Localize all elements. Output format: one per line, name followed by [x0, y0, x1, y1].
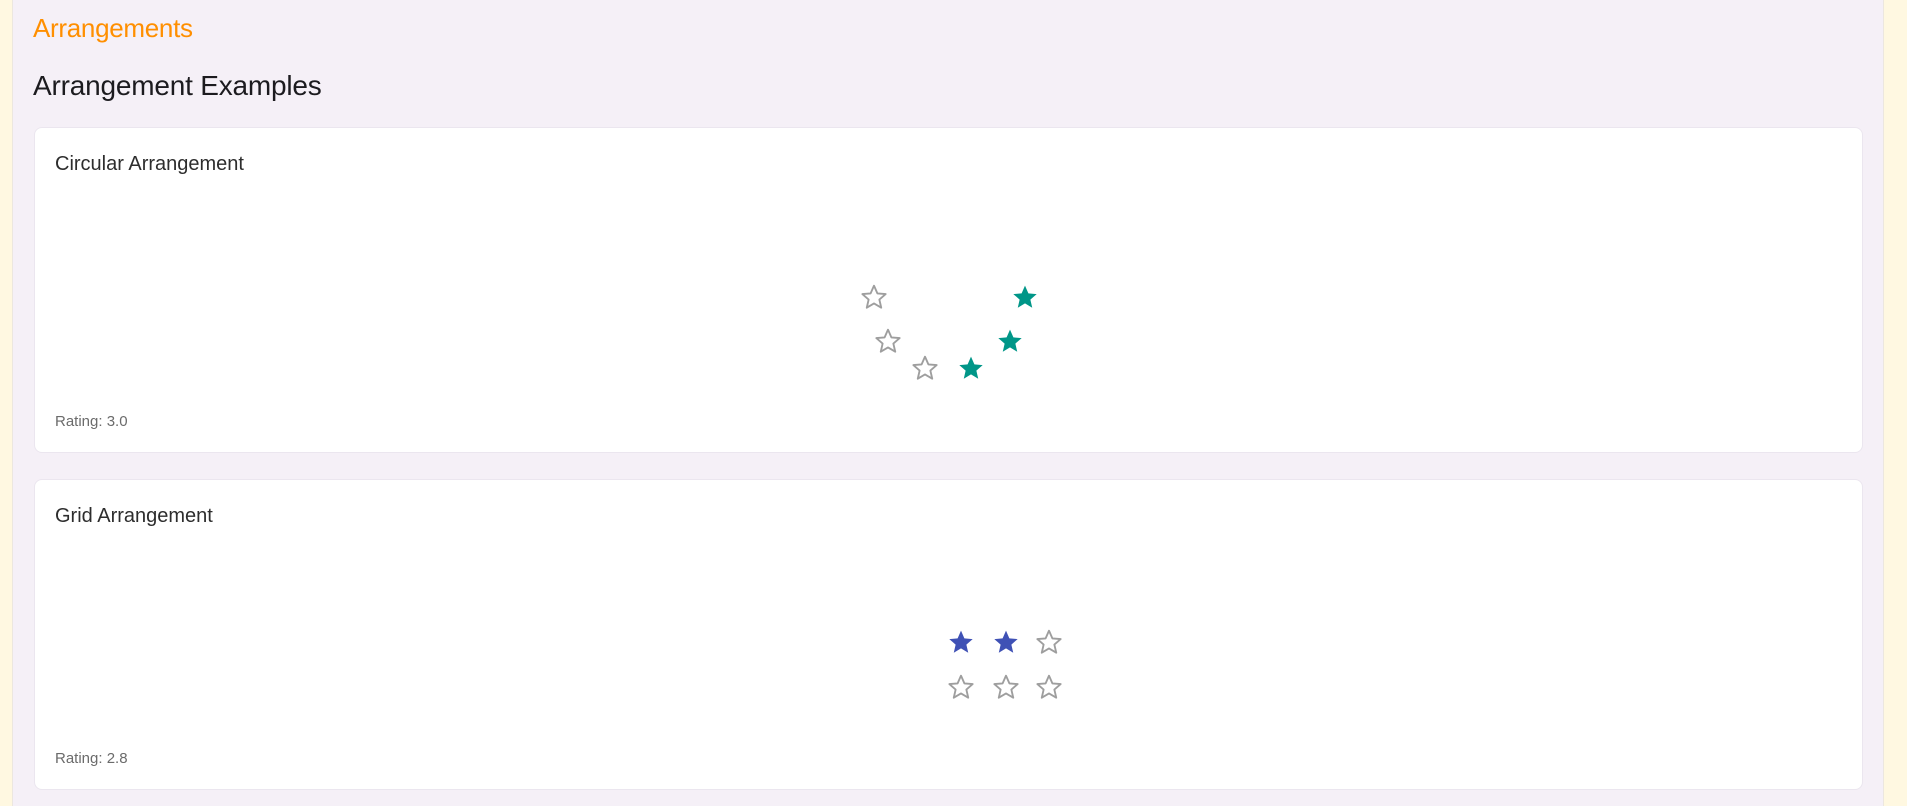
star-outline-icon[interactable]: [992, 673, 1020, 701]
star-filled-icon[interactable]: [996, 327, 1024, 355]
star-outline-icon[interactable]: [874, 327, 902, 355]
star-outline-icon[interactable]: [1035, 673, 1063, 701]
card-title: Grid Arrangement: [55, 505, 213, 527]
star-outline-icon[interactable]: [911, 354, 939, 382]
star-filled-icon[interactable]: [947, 628, 975, 656]
star-filled-icon[interactable]: [957, 354, 985, 382]
star-filled-icon[interactable]: [992, 628, 1020, 656]
rating-readout: Rating: 3.0: [55, 413, 128, 430]
card-title: Circular Arrangement: [55, 153, 244, 175]
rating-readout: Rating: 2.8: [55, 750, 128, 767]
page-heading: Arrangement Examples: [33, 70, 322, 101]
star-outline-icon[interactable]: [860, 283, 888, 311]
section-title: Arrangements: [33, 13, 193, 43]
circular-arrangement-card: Circular Arrangement Rating: 3.0: [34, 127, 1863, 453]
star-outline-icon[interactable]: [947, 673, 975, 701]
star-filled-icon[interactable]: [1011, 283, 1039, 311]
grid-arrangement-card: Grid Arrangement Rating: 2.8: [34, 479, 1863, 790]
arrangements-panel: Arrangements Arrangement Examples Circul…: [12, 0, 1884, 806]
star-outline-icon[interactable]: [1035, 628, 1063, 656]
